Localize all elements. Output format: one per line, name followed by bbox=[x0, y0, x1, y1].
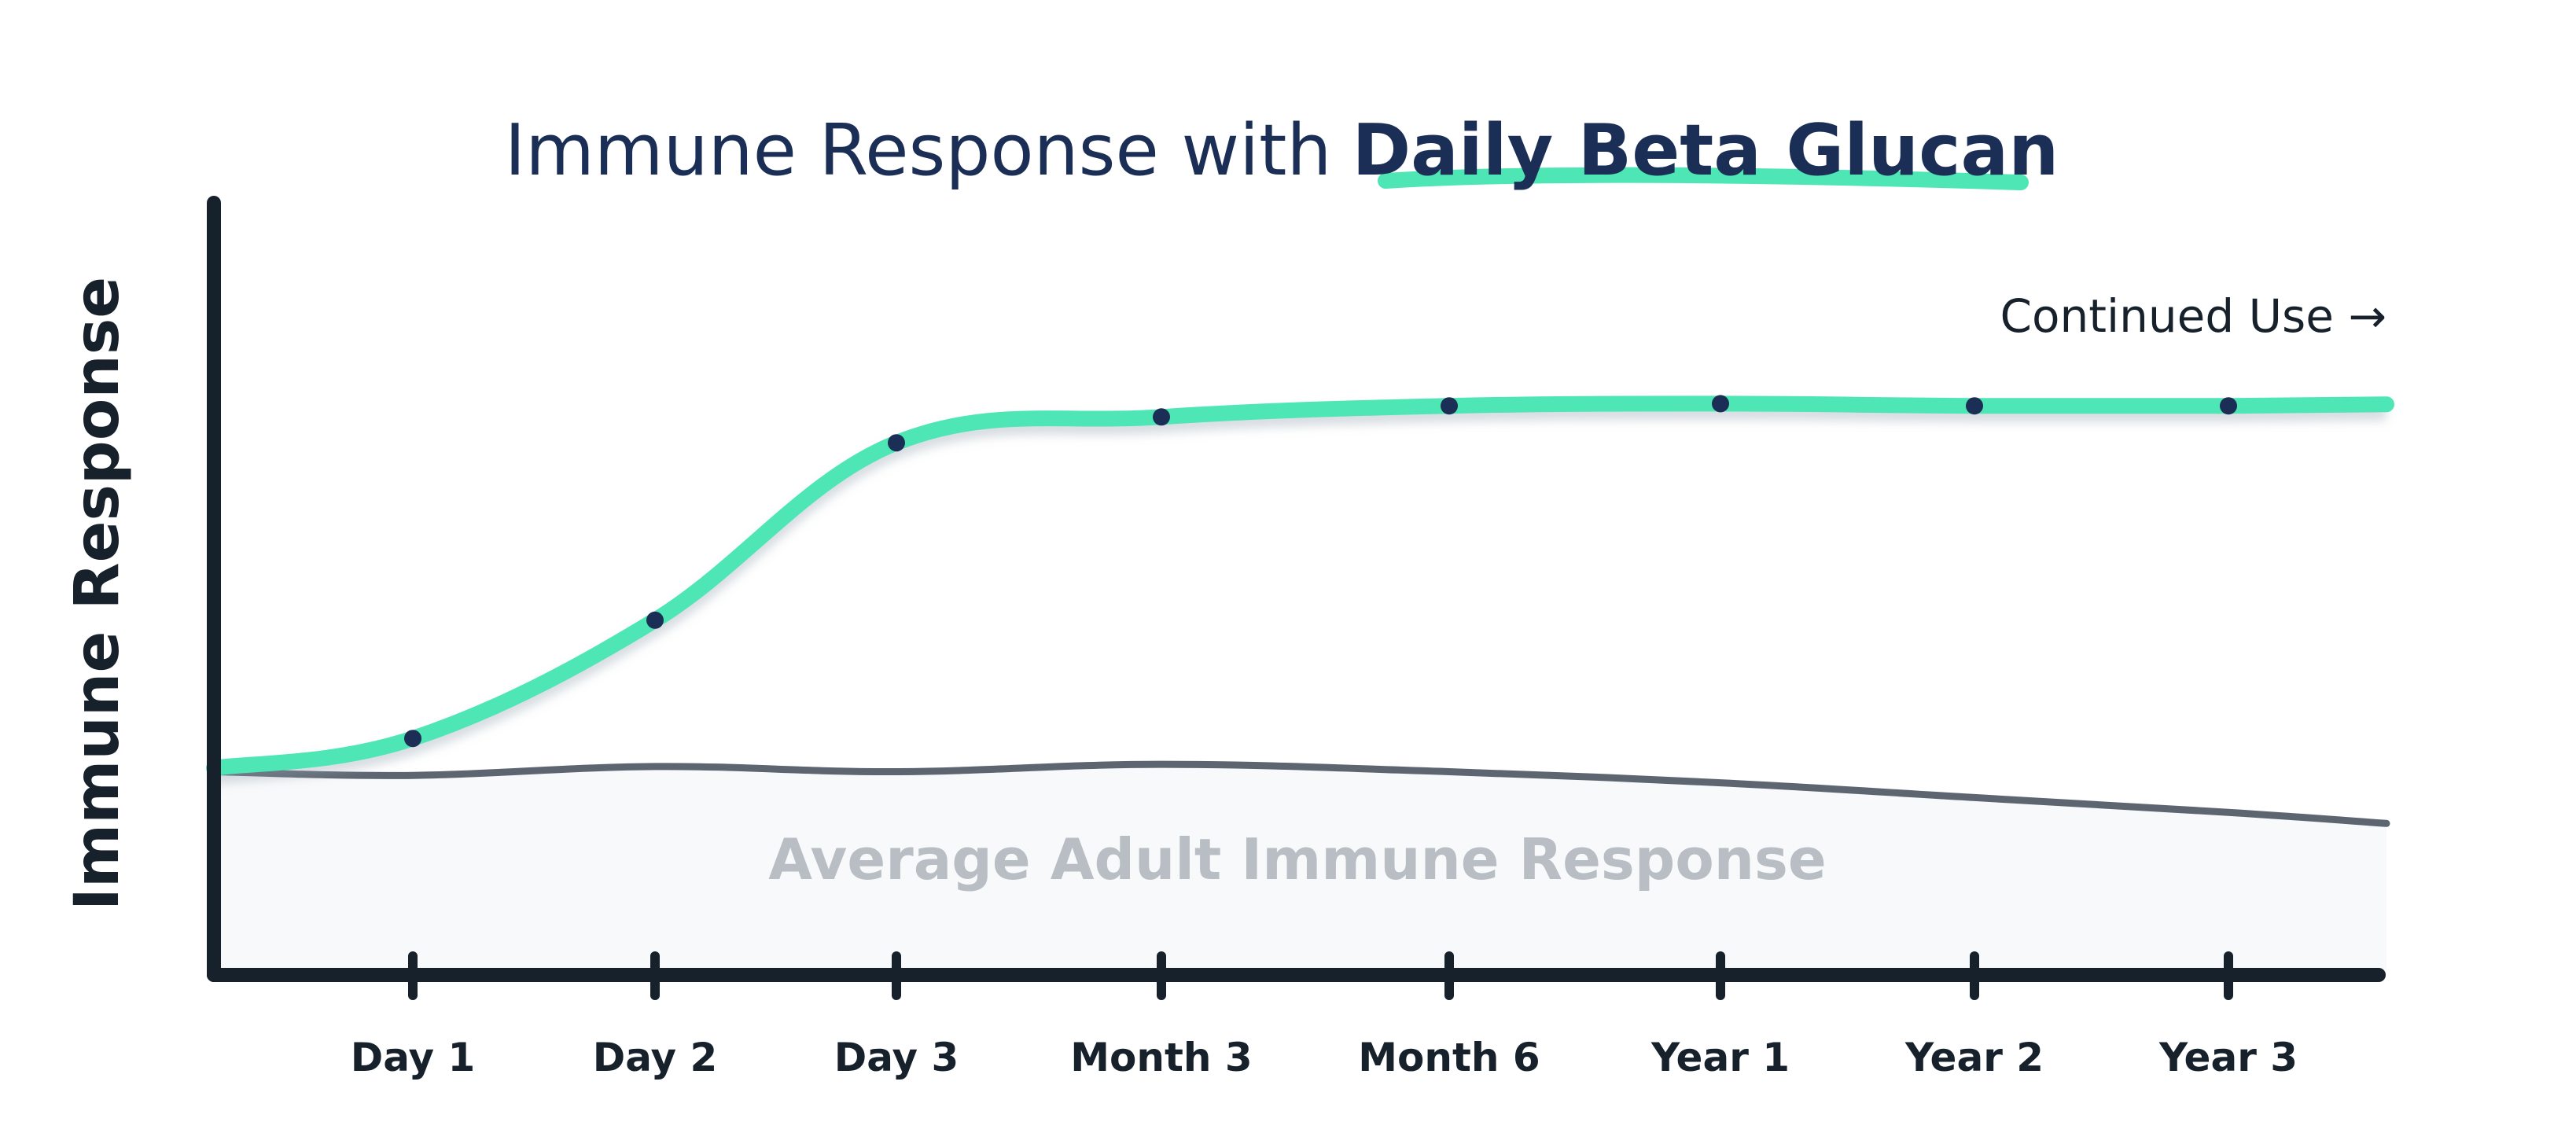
y-axis-label: Immune Response bbox=[62, 277, 133, 910]
average-adult-area bbox=[214, 764, 2386, 975]
data-point-day-1 bbox=[404, 730, 421, 748]
series-line-glow bbox=[212, 403, 2387, 785]
data-point-year-2 bbox=[1966, 397, 1983, 415]
data-point-month-6 bbox=[1441, 397, 1458, 415]
series-markers bbox=[404, 395, 2237, 748]
x-axis-tick-labels: Day 1 Day 2 Day 3 Month 3 Month 6 Year 1 Year … bbox=[351, 1035, 2298, 1080]
data-point-month-3 bbox=[1153, 408, 1170, 426]
data-point-year-1 bbox=[1712, 395, 1729, 413]
data-point-day-3 bbox=[888, 434, 905, 452]
x-tick-label-year-2: Year 2 bbox=[1904, 1035, 2044, 1080]
x-tick-label-day-3: Day 3 bbox=[834, 1035, 959, 1080]
chart-title-prefix: Immune Response with bbox=[505, 109, 1332, 192]
title-highlight-underline bbox=[1378, 167, 2029, 190]
average-adult-label: Average Adult Immune Response bbox=[768, 826, 1826, 892]
x-tick-label-month-6: Month 6 bbox=[1358, 1035, 1540, 1080]
series-line-average-adult bbox=[210, 760, 2390, 827]
chart-title: Immune Response with Daily Beta Glucan bbox=[505, 109, 2059, 192]
series-line-beta-glucan bbox=[206, 395, 2394, 776]
x-axis-ticks bbox=[408, 951, 2233, 1000]
x-tick-label-day-2: Day 2 bbox=[593, 1035, 718, 1080]
x-tick-label-year-1: Year 1 bbox=[1650, 1035, 1790, 1080]
continued-use-annotation: Continued Use → bbox=[2000, 289, 2386, 343]
x-tick-label-month-3: Month 3 bbox=[1070, 1035, 1252, 1080]
chart-title-text: Immune Response with Daily Beta Glucan bbox=[505, 109, 2059, 192]
chart-title-highlight: Daily Beta Glucan bbox=[1352, 109, 2059, 192]
x-tick-label-day-1: Day 1 bbox=[351, 1035, 476, 1080]
data-point-day-2 bbox=[646, 611, 664, 629]
x-tick-label-year-3: Year 3 bbox=[2158, 1035, 2298, 1080]
data-point-year-3 bbox=[2220, 397, 2237, 415]
